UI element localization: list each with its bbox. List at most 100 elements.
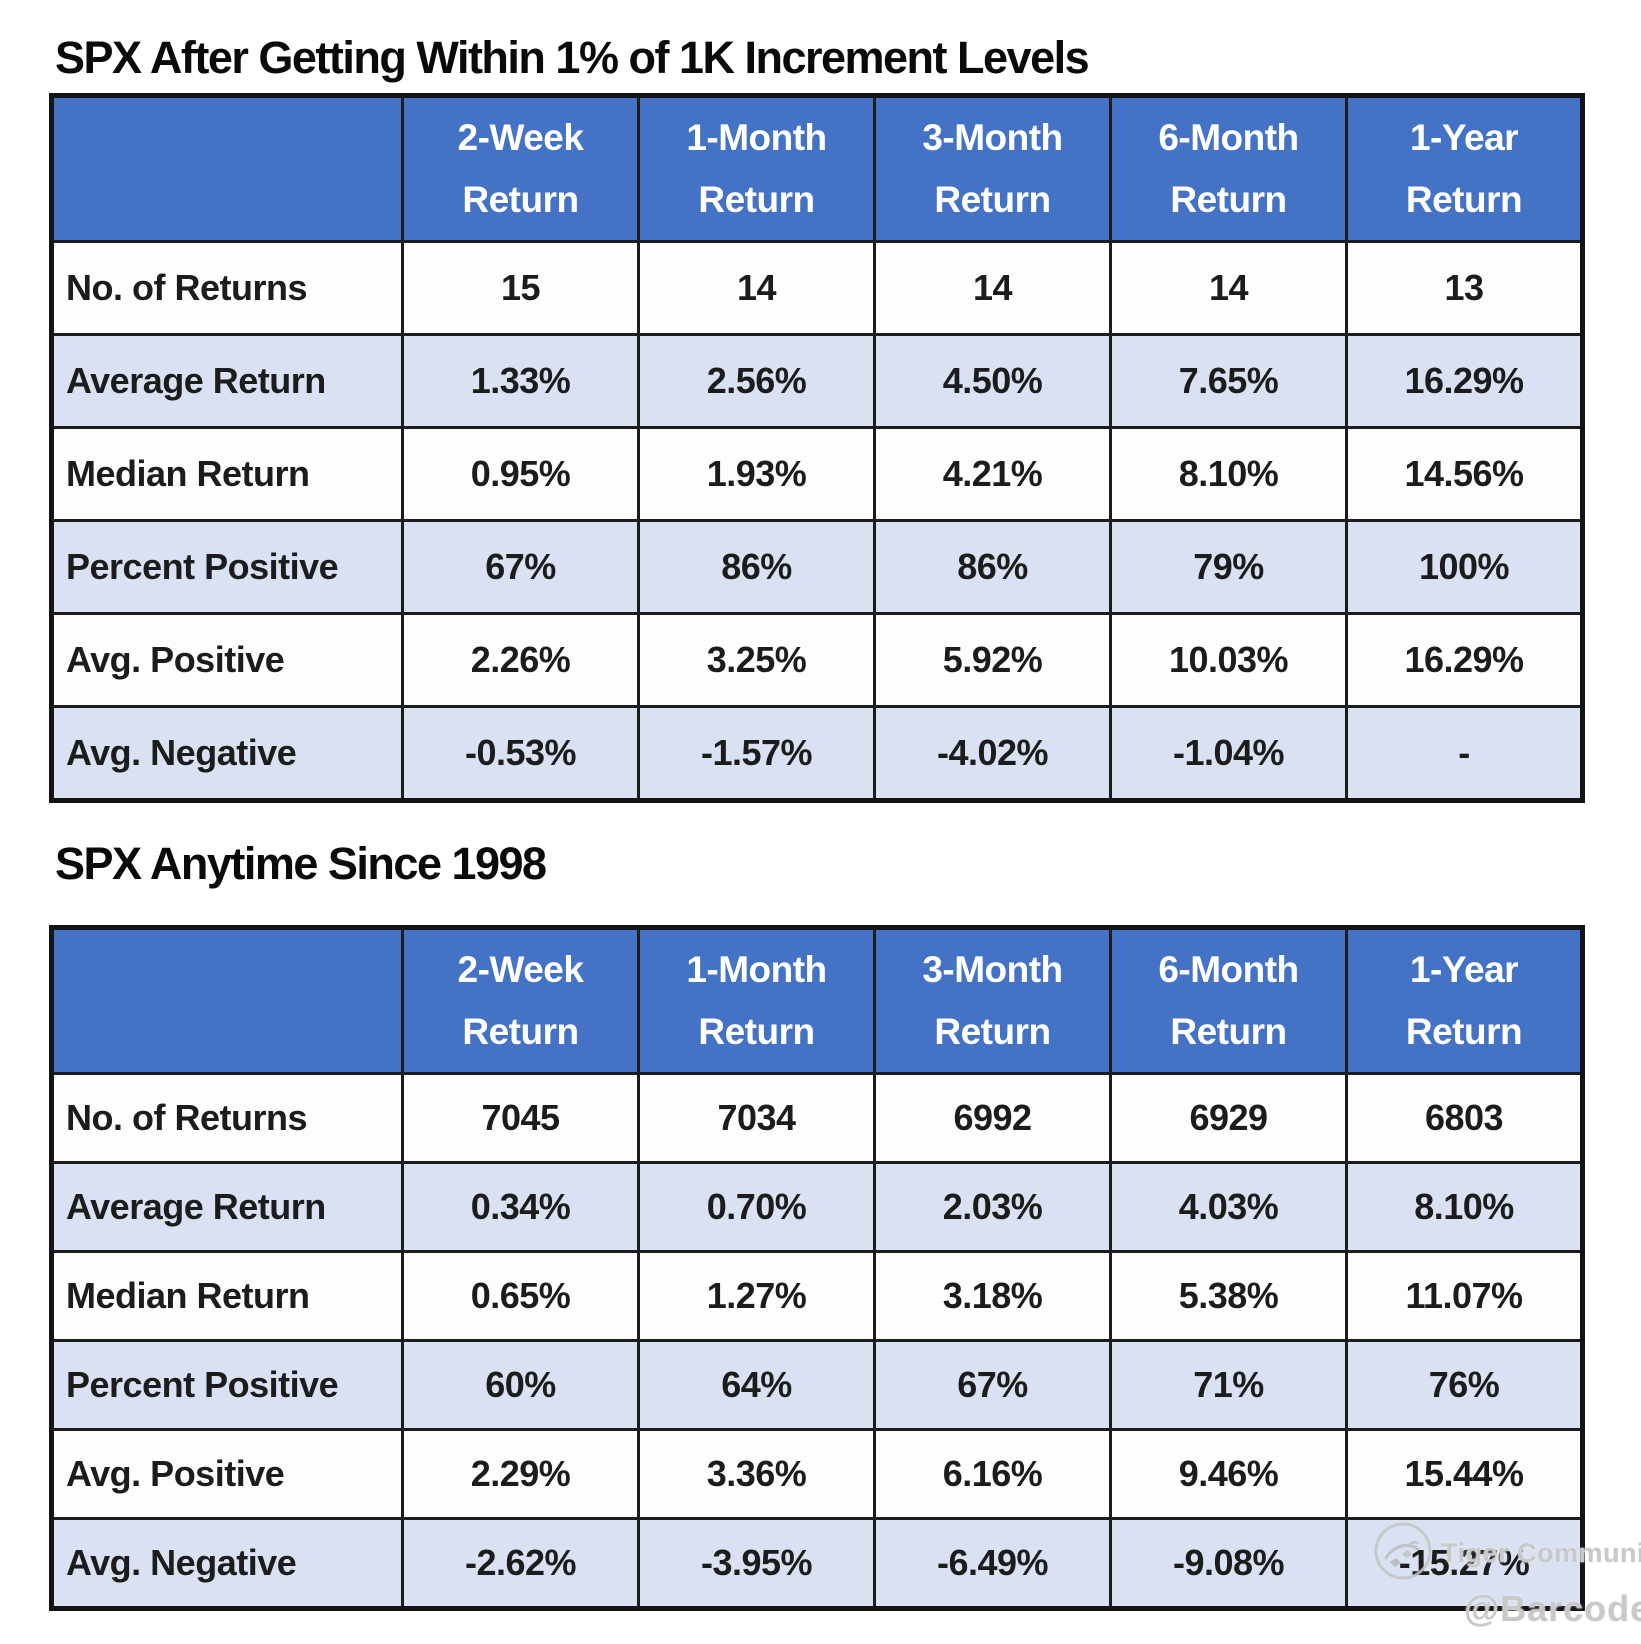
data-cell: 6803 [1345, 1072, 1584, 1164]
data-cell: 2.03% [873, 1161, 1112, 1253]
column-header-line1: 1-Month [686, 117, 827, 159]
data-cell: 11.07% [1345, 1250, 1584, 1342]
data-cell: 15.44% [1345, 1428, 1584, 1520]
row-label: Median Return [50, 426, 404, 522]
data-cell: 4.50% [873, 333, 1112, 429]
data-cell: 2.56% [637, 333, 876, 429]
table-row: Avg. Negative -0.53% -1.57% -4.02% -1.04… [50, 705, 1584, 802]
column-header-3-month: 3-Month Return [873, 94, 1112, 243]
column-header-line1: 2-Week [457, 117, 584, 159]
table-row: Avg. Positive 2.29% 3.36% 6.16% 9.46% 15… [50, 1428, 1584, 1520]
table-row: Average Return 1.33% 2.56% 4.50% 7.65% 1… [50, 333, 1584, 429]
column-header-line1: 2-Week [457, 949, 584, 991]
row-label: Avg. Negative [50, 1517, 404, 1610]
row-label: Median Return [50, 1250, 404, 1342]
data-cell: 64% [637, 1339, 876, 1431]
data-cell: 8.10% [1345, 1161, 1584, 1253]
row-label: Avg. Positive [50, 1428, 404, 1520]
data-cell: 3.18% [873, 1250, 1112, 1342]
data-cell: 86% [873, 519, 1112, 615]
data-cell: 14 [637, 240, 876, 336]
column-header-line1: 1-Year [1409, 117, 1519, 159]
column-header-2-week: 2-Week Return [401, 926, 640, 1075]
data-cell: 6992 [873, 1072, 1112, 1164]
row-label: Avg. Negative [50, 705, 404, 802]
table-spx-anytime: 2-Week Return 1-Month Return 3-Month Return… [49, 925, 1585, 1611]
column-header-line2: Return [462, 178, 579, 220]
data-cell: -2.62% [401, 1517, 640, 1610]
row-label: No. of Returns [50, 1072, 404, 1164]
table1-title: SPX After Getting Within 1% of 1K Increm… [55, 32, 1090, 83]
data-cell: 67% [401, 519, 640, 615]
data-cell: 15 [401, 240, 640, 336]
data-cell: 0.65% [401, 1250, 640, 1342]
data-cell: 1.33% [401, 333, 640, 429]
column-header-line2: Return [1170, 178, 1287, 220]
column-header-line2: Return [934, 178, 1051, 220]
row-label: Average Return [50, 333, 404, 429]
column-header-line2: Return [934, 1010, 1051, 1052]
table2-header-row: 2-Week Return 1-Month Return 3-Month Return… [50, 926, 1584, 1075]
data-cell: 14 [873, 240, 1112, 336]
column-header-line2: Return [462, 1010, 579, 1052]
column-header-1-year: 1-Year Return [1345, 94, 1584, 243]
row-label: Avg. Positive [50, 612, 404, 708]
data-cell: 60% [401, 1339, 640, 1431]
data-cell: -15.27% [1345, 1517, 1584, 1610]
column-header-line1: 1-Month [686, 949, 827, 991]
data-cell: 0.95% [401, 426, 640, 522]
data-cell: 7045 [401, 1072, 640, 1164]
column-header-line1: 3-Month [922, 949, 1063, 991]
data-cell: 6929 [1109, 1072, 1348, 1164]
column-header-1-month: 1-Month Return [637, 94, 876, 243]
column-header-line2: Return [1170, 1010, 1287, 1052]
data-cell: 0.70% [637, 1161, 876, 1253]
table-row: Median Return 0.65% 1.27% 3.18% 5.38% 11… [50, 1250, 1584, 1342]
data-cell: 86% [637, 519, 876, 615]
column-header-1-year: 1-Year Return [1345, 926, 1584, 1075]
data-cell: 13 [1345, 240, 1584, 336]
data-cell: 14 [1109, 240, 1348, 336]
data-cell: 100% [1345, 519, 1584, 615]
column-header-6-month: 6-Month Return [1109, 94, 1348, 243]
data-cell: 3.25% [637, 612, 876, 708]
table-row: No. of Returns 7045 7034 6992 6929 6803 [50, 1072, 1584, 1164]
data-cell: 1.27% [637, 1250, 876, 1342]
data-cell: 7.65% [1109, 333, 1348, 429]
data-cell: 2.26% [401, 612, 640, 708]
data-cell: -4.02% [873, 705, 1112, 802]
data-cell: -6.49% [873, 1517, 1112, 1610]
data-cell: 10.03% [1109, 612, 1348, 708]
table1-header-row: 2-Week Return 1-Month Return 3-Month Return… [50, 94, 1584, 243]
data-cell: 8.10% [1109, 426, 1348, 522]
data-cell: 67% [873, 1339, 1112, 1431]
column-header-line1: 6-Month [1158, 949, 1299, 991]
data-cell: 4.03% [1109, 1161, 1348, 1253]
table-row: Percent Positive 67% 86% 86% 79% 100% [50, 519, 1584, 615]
data-cell: - [1345, 705, 1584, 802]
data-cell: -9.08% [1109, 1517, 1348, 1610]
row-label: Percent Positive [50, 1339, 404, 1431]
data-cell: -1.57% [637, 705, 876, 802]
data-cell: 6.16% [873, 1428, 1112, 1520]
column-header-2-week: 2-Week Return [401, 94, 640, 243]
table-row: No. of Returns 15 14 14 14 13 [50, 240, 1584, 336]
data-cell: 3.36% [637, 1428, 876, 1520]
data-cell: 14.56% [1345, 426, 1584, 522]
row-label: No. of Returns [50, 240, 404, 336]
table-row: Avg. Positive 2.26% 3.25% 5.92% 10.03% 1… [50, 612, 1584, 708]
data-cell: 0.34% [401, 1161, 640, 1253]
row-label: Average Return [50, 1161, 404, 1253]
column-header-line2: Return [698, 1010, 815, 1052]
column-header-line1: 1-Year [1409, 949, 1519, 991]
column-header-line2: Return [1405, 178, 1523, 220]
table-row: Average Return 0.34% 0.70% 2.03% 4.03% 8… [50, 1161, 1584, 1253]
data-cell: 1.93% [637, 426, 876, 522]
column-header-line1: 3-Month [922, 117, 1063, 159]
data-cell: 71% [1109, 1339, 1348, 1431]
column-header-3-month: 3-Month Return [873, 926, 1112, 1075]
data-cell: 16.29% [1345, 333, 1584, 429]
data-cell: 5.38% [1109, 1250, 1348, 1342]
data-cell: 9.46% [1109, 1428, 1348, 1520]
data-cell: 76% [1345, 1339, 1584, 1431]
